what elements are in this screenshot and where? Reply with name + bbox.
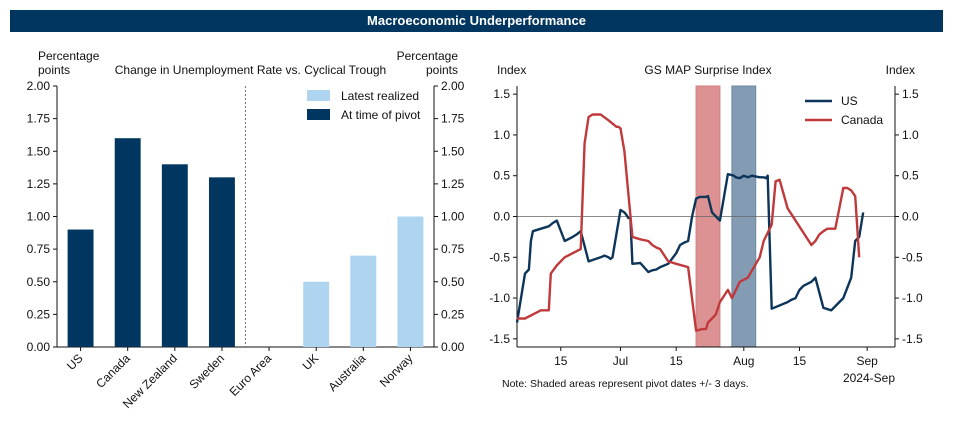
line-chart-right-tick-label: -1.0	[902, 291, 923, 305]
line-legend-label: Canada	[841, 113, 883, 127]
bar-chart-right-tick-label: 1.00	[441, 210, 465, 224]
bar-chart-category-label: Euro Area	[227, 351, 275, 399]
line-chart-right-tick-label: -1.5	[902, 332, 923, 346]
bar-chart-right-tick-label: 0.50	[441, 275, 465, 289]
line-legend-label: US	[841, 94, 858, 108]
bar-chart-left-tick-label: 0.50	[27, 275, 51, 289]
bar-legend-label: Latest realized	[341, 89, 419, 103]
bar-chart-category-label: UK	[300, 351, 322, 373]
line-chart-x-tick-label: 15	[554, 354, 568, 368]
bar-chart-category-label: Canada	[93, 351, 133, 391]
line-chart-left-tick-label: 1.5	[493, 87, 510, 101]
line-chart-x-tick-label: Sep	[856, 354, 878, 368]
line-chart-x-tick-label: Aug	[733, 354, 754, 368]
bar-australia	[350, 255, 377, 347]
bar-chart-left-tick-label: 0.25	[27, 307, 51, 321]
bar-chart-left-tick-label: 1.50	[27, 144, 51, 158]
bar-chart-category-label: US	[64, 351, 86, 373]
line-chart-title: GS MAP Surprise Index	[644, 63, 771, 77]
bar-chart-right-tick-label: 0.00	[441, 340, 465, 354]
line-chart-right-ylabel: Index	[886, 63, 915, 77]
bar-chart-left-tick-label: 0.75	[27, 242, 51, 256]
bar-chart-category-label: Australia	[326, 351, 369, 394]
bar-chart-right-ylabel: Percentage points	[397, 49, 459, 77]
bar-chart-left-tick-label: 1.25	[27, 177, 51, 191]
bar-chart-right-tick-label: 1.75	[441, 112, 465, 126]
line-chart-x-tick-label: 15	[793, 354, 807, 368]
bar-uk	[303, 281, 330, 347]
line-chart-left-tick-label: 0.0	[493, 210, 510, 224]
bar-us	[67, 229, 94, 347]
line-chart-right-tick-label: 1.0	[902, 128, 919, 142]
line-chart-x-tick-label: 15	[669, 354, 683, 368]
bar-chart-category-label: Sweden	[186, 351, 227, 392]
line-chart-left-tick-label: -0.5	[489, 250, 510, 264]
line-chart-year-label: 2024-Sep	[843, 371, 895, 385]
line-chart-right-tick-label: 0.0	[902, 210, 919, 224]
bar-legend-swatch	[307, 90, 330, 101]
series-line-canada	[517, 113, 861, 332]
line-chart-right-tick-label: 1.5	[902, 87, 919, 101]
bar-chart-right-tick-label: 0.75	[441, 242, 465, 256]
line-chart-left-tick-label: -1.5	[489, 332, 510, 346]
bar-chart-category-label: Norway	[377, 351, 416, 390]
bar-sweden	[208, 177, 235, 347]
bar-chart-left-tick-label: 0.00	[27, 340, 51, 354]
bar-chart-left-tick-label: 1.75	[27, 112, 51, 126]
bar-new-zealand	[161, 164, 188, 347]
bar-chart-right-tick-label: 2.00	[441, 79, 465, 93]
bar-chart-right-tick-label: 1.25	[441, 177, 465, 191]
line-chart-right-tick-label: -0.5	[902, 250, 923, 264]
footnote: Note: Shaded areas represent pivot dates…	[502, 378, 749, 390]
bar-chart-title: Change in Unemployment Rate vs. Cyclical…	[115, 63, 386, 77]
bar-chart-right-tick-label: 1.50	[441, 144, 465, 158]
line-chart-left-tick-label: 1.0	[493, 128, 510, 142]
line-chart-left-tick-label: 0.5	[493, 169, 510, 183]
bar-chart-left-tick-label: 2.00	[27, 79, 51, 93]
line-chart-right-tick-label: 0.5	[902, 169, 919, 183]
banner-title: Macroeconomic Underperformance	[10, 10, 943, 32]
line-chart-left-ylabel: Index	[497, 63, 526, 77]
bar-chart-left-tick-label: 1.00	[27, 210, 51, 224]
line-chart-x-tick-label: Jul	[613, 354, 628, 368]
bar-norway	[397, 216, 424, 347]
line-chart-left-tick-label: -1.0	[489, 291, 510, 305]
bar-chart-left-ylabel: Percentage points	[38, 49, 100, 77]
bar-canada	[114, 138, 141, 347]
series-line-us	[515, 172, 865, 323]
bar-chart-right-tick-label: 0.25	[441, 307, 465, 321]
bar-legend-label: At time of pivot	[341, 108, 421, 122]
bar-legend-swatch	[307, 109, 330, 120]
